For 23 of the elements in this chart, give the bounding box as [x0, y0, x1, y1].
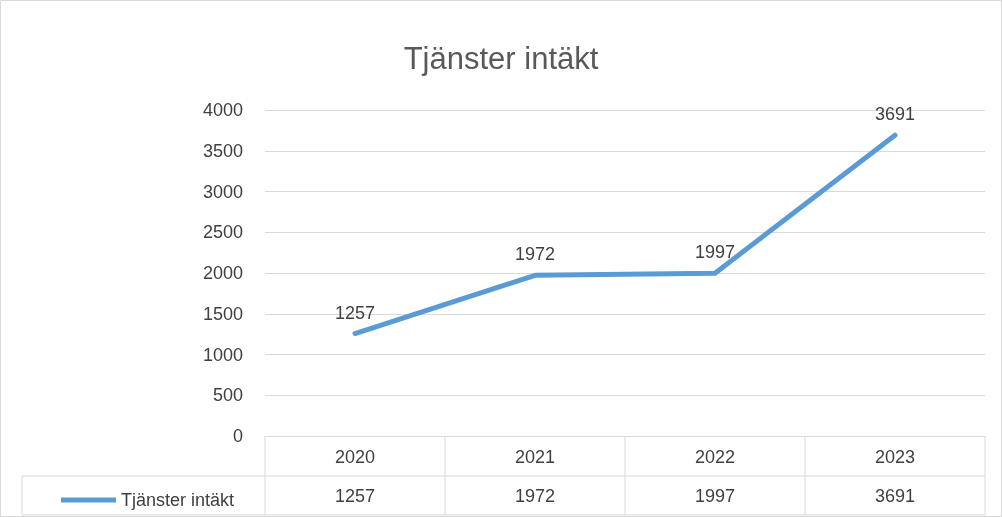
chart-title: Tjänster intäkt: [403, 41, 599, 76]
text: 1997: [694, 486, 736, 506]
data-label: 1257: [334, 302, 376, 323]
data-label: 1972: [514, 244, 556, 265]
y-tick-label: 1500: [202, 303, 243, 324]
y-tick-label: 3000: [202, 181, 243, 202]
x-tick-label: 2020: [334, 447, 376, 467]
text: 1257: [334, 486, 376, 506]
y-tick-label: 0: [232, 426, 243, 446]
y-tick-label: 1000: [202, 344, 243, 365]
y-tick-label: 500: [212, 385, 243, 406]
legend-label: Tjänster intäkt: [121, 490, 235, 510]
text: 1972: [514, 486, 556, 506]
y-tick-label: 3500: [202, 140, 243, 161]
x-tick-label: 2021: [514, 447, 556, 467]
data-label: 1997: [694, 242, 736, 263]
y-tick-label: 2000: [202, 263, 243, 283]
y-tick-label: 4000: [202, 100, 243, 120]
x-tick-label: 2022: [694, 447, 736, 467]
data-label: 3691: [874, 104, 916, 125]
x-tick-label: 2023: [874, 447, 916, 467]
text: 3691: [874, 486, 916, 506]
y-tick-label: 2500: [202, 222, 243, 243]
